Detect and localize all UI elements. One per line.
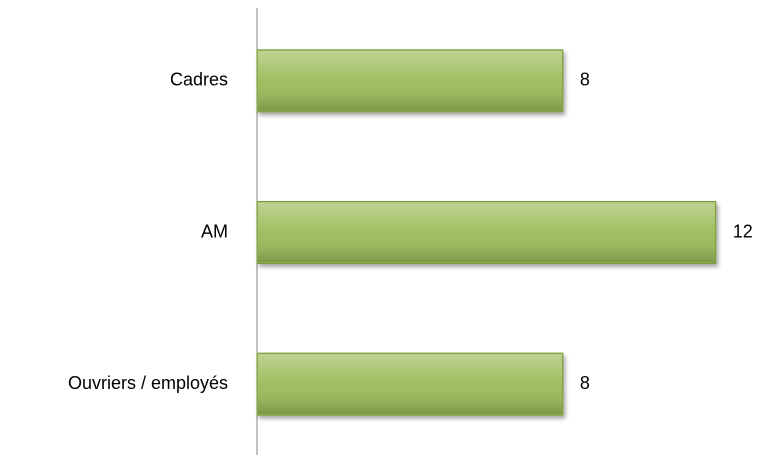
data-label: 8 bbox=[580, 70, 590, 90]
data-label: 12 bbox=[733, 221, 753, 241]
y-tick-label: Ouvriers / employés bbox=[68, 373, 228, 393]
bar-shine bbox=[258, 202, 715, 263]
bar-shine bbox=[258, 354, 562, 415]
data-label: 8 bbox=[580, 373, 590, 393]
y-tick-label: Cadres bbox=[170, 70, 228, 90]
bar-shine bbox=[258, 50, 562, 111]
y-tick-label: AM bbox=[201, 221, 228, 241]
